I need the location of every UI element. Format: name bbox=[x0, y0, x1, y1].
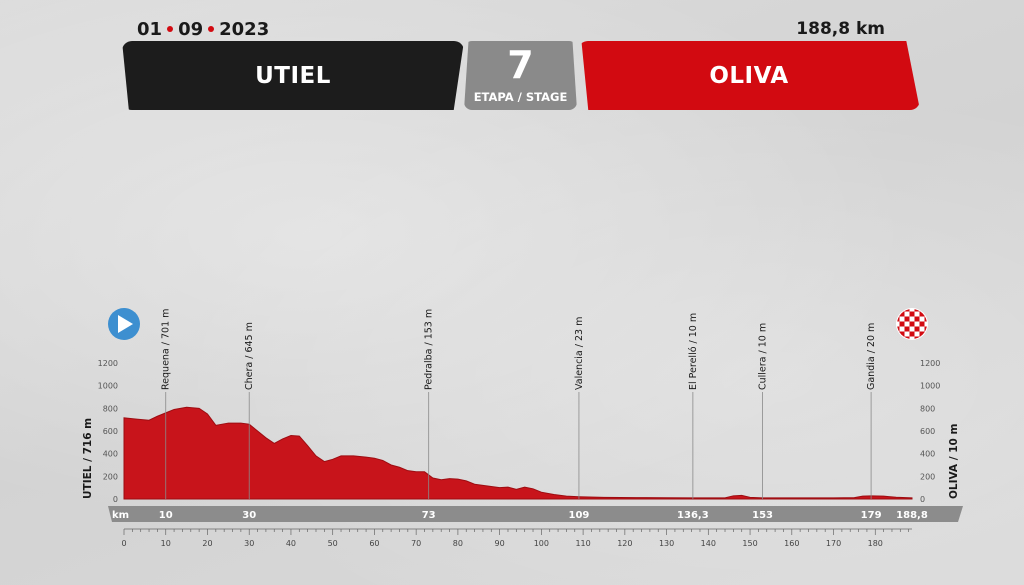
checkered-square bbox=[904, 316, 910, 322]
checkered-square bbox=[919, 311, 925, 317]
elevation-area bbox=[123, 406, 913, 500]
x-tick-label: 70 bbox=[411, 539, 421, 548]
x-tick-label: 10 bbox=[161, 539, 171, 548]
checkered-square bbox=[924, 336, 927, 339]
x-tick-label: 160 bbox=[784, 539, 799, 548]
km-marker-label: 153 bbox=[752, 510, 773, 521]
waypoint-label: El Perelló / 10 m bbox=[688, 313, 699, 390]
y-tick-label-right: 1000 bbox=[920, 382, 940, 391]
x-tick-label: 140 bbox=[701, 539, 716, 548]
y-tick-label-left: 800 bbox=[103, 404, 118, 413]
checkered-square bbox=[914, 336, 920, 339]
x-tick-label: 100 bbox=[534, 539, 549, 548]
checkered-square bbox=[899, 321, 905, 327]
x-tick-label: 20 bbox=[202, 539, 212, 548]
x-tick-label: 110 bbox=[575, 539, 590, 548]
checkered-square bbox=[904, 309, 910, 312]
y-tick-label-right: 1200 bbox=[920, 359, 940, 368]
y-tick-label-left: 400 bbox=[103, 450, 118, 459]
x-tick-label: 180 bbox=[868, 539, 883, 548]
checkered-square bbox=[909, 321, 915, 327]
y-tick-label-right: 200 bbox=[920, 472, 935, 481]
stage-number: 7 bbox=[507, 43, 534, 87]
km-marker-label: 10 bbox=[159, 510, 173, 521]
start-city-name: UTIEL bbox=[255, 62, 331, 89]
y-tick-label-left: 1000 bbox=[98, 382, 118, 391]
stage-number-box: 7 ETAPA / STAGE bbox=[464, 41, 577, 110]
x-tick-label: 170 bbox=[826, 539, 841, 548]
checkered-square bbox=[924, 326, 927, 332]
x-tick-label: 90 bbox=[495, 539, 505, 548]
km-band bbox=[108, 506, 963, 522]
x-tick-label: 60 bbox=[369, 539, 379, 548]
checkered-square bbox=[899, 311, 905, 317]
finish-city-name: OLIVA bbox=[709, 62, 789, 89]
checkered-square bbox=[914, 309, 920, 312]
x-tick-label: 40 bbox=[286, 539, 296, 548]
checkered-square bbox=[914, 326, 920, 332]
checkered-square bbox=[897, 309, 900, 312]
start-city-banner: UTIEL bbox=[122, 41, 464, 110]
checkered-square bbox=[897, 316, 900, 322]
start-elevation-label: UTIEL / 716 m bbox=[82, 418, 94, 499]
km-marker-label: 188,8 bbox=[896, 510, 928, 521]
x-tick-label: 150 bbox=[742, 539, 757, 548]
waypoint-label: Chera / 645 m bbox=[244, 322, 255, 390]
waypoint-label: Valencia / 23 m bbox=[574, 317, 585, 390]
checkered-square bbox=[924, 309, 927, 312]
stage-distance: 188,8 km bbox=[796, 19, 885, 39]
km-marker-label: 109 bbox=[568, 510, 589, 521]
checkered-square bbox=[909, 311, 915, 317]
checkered-square bbox=[904, 326, 910, 332]
finish-city-banner: OLIVA bbox=[581, 41, 920, 110]
x-tick-label: 0 bbox=[121, 539, 126, 548]
km-marker-label: 179 bbox=[861, 510, 882, 521]
y-tick-label-right: 800 bbox=[920, 404, 935, 413]
waypoint-label: Pedralba / 153 m bbox=[424, 309, 435, 390]
finish-elevation-label: OLIVA / 10 m bbox=[948, 424, 960, 499]
checkered-square bbox=[914, 316, 920, 322]
y-tick-label-right: 0 bbox=[920, 495, 925, 504]
date-month: 09 bbox=[178, 18, 204, 40]
km-marker-label: 136,3 bbox=[677, 510, 709, 521]
x-tick-label: 130 bbox=[659, 539, 674, 548]
checkered-square bbox=[924, 316, 927, 322]
date-day: 01 bbox=[137, 18, 163, 40]
x-tick-label: 80 bbox=[453, 539, 463, 548]
stage-label: ETAPA / STAGE bbox=[473, 90, 568, 104]
checkered-square bbox=[904, 336, 910, 339]
checkered-flag-icon bbox=[896, 308, 928, 340]
checkered-square bbox=[919, 331, 925, 337]
km-band-label: km bbox=[112, 510, 129, 521]
y-tick-label-right: 600 bbox=[920, 427, 935, 436]
checkered-square bbox=[909, 331, 915, 337]
checkered-square bbox=[897, 336, 900, 339]
stage-date: 01 09 2023 bbox=[137, 17, 269, 41]
y-tick-label-left: 1200 bbox=[98, 359, 118, 368]
date-separator-dot bbox=[167, 26, 174, 32]
y-tick-label-right: 400 bbox=[920, 450, 935, 459]
waypoint-label: Requena / 701 m bbox=[161, 309, 172, 390]
checkered-square bbox=[899, 331, 905, 337]
km-marker-label: 30 bbox=[242, 510, 256, 521]
date-separator-dot bbox=[208, 26, 215, 32]
date-year: 2023 bbox=[219, 18, 270, 40]
play-triangle-icon bbox=[118, 315, 133, 333]
y-tick-label-left: 600 bbox=[103, 427, 118, 436]
x-tick-label: 30 bbox=[244, 539, 254, 548]
y-tick-label-left: 200 bbox=[103, 472, 118, 481]
x-tick-label: 120 bbox=[617, 539, 632, 548]
waypoint-label: Cullera / 10 m bbox=[758, 323, 769, 390]
checkered-square bbox=[897, 326, 900, 332]
waypoint-label: Gandia / 20 m bbox=[866, 323, 877, 390]
x-tick-label: 50 bbox=[328, 539, 338, 548]
y-tick-label-left: 0 bbox=[113, 495, 118, 504]
km-marker-label: 73 bbox=[422, 510, 436, 521]
checkered-square bbox=[919, 321, 925, 327]
